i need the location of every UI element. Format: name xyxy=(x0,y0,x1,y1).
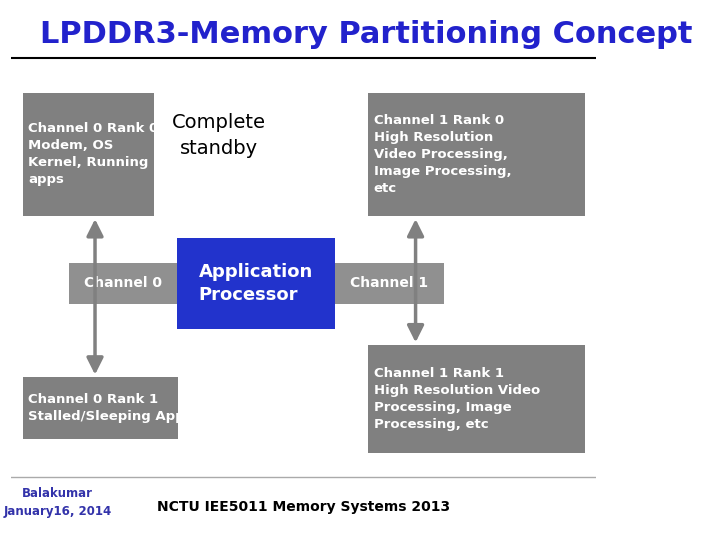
FancyBboxPatch shape xyxy=(22,93,154,217)
Text: NCTU IEE5011 Memory Systems 2013: NCTU IEE5011 Memory Systems 2013 xyxy=(157,501,450,515)
FancyBboxPatch shape xyxy=(176,238,335,329)
Text: Complete
standby: Complete standby xyxy=(171,113,266,158)
FancyBboxPatch shape xyxy=(68,263,176,304)
Text: Balakumar
January16, 2014: Balakumar January16, 2014 xyxy=(4,487,112,517)
Text: Application
Processor: Application Processor xyxy=(199,262,312,304)
FancyBboxPatch shape xyxy=(22,377,178,439)
Text: LPDDR3-Memory Partitioning Concept: LPDDR3-Memory Partitioning Concept xyxy=(40,20,693,49)
FancyBboxPatch shape xyxy=(368,345,585,453)
Text: Channel 0 Rank 0
Modem, OS
Kernel, Running
apps: Channel 0 Rank 0 Modem, OS Kernel, Runni… xyxy=(28,123,158,186)
Text: Channel 0 Rank 1
Stalled/Sleeping Apps: Channel 0 Rank 1 Stalled/Sleeping Apps xyxy=(28,393,193,423)
FancyBboxPatch shape xyxy=(368,93,585,217)
Text: Channel 1 Rank 0
High Resolution
Video Processing,
Image Processing,
etc: Channel 1 Rank 0 High Resolution Video P… xyxy=(374,114,511,195)
Text: Channel 1 Rank 1
High Resolution Video
Processing, Image
Processing, etc: Channel 1 Rank 1 High Resolution Video P… xyxy=(374,367,540,431)
Text: Channel 0: Channel 0 xyxy=(84,276,161,291)
FancyBboxPatch shape xyxy=(335,263,444,304)
Text: Channel 1: Channel 1 xyxy=(350,276,428,291)
